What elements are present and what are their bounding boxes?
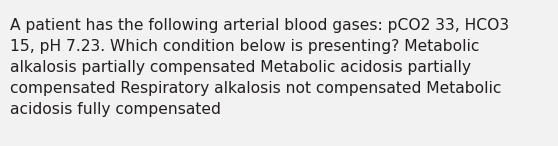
Text: A patient has the following arterial blood gases: pCO2 33, HCO3
15, pH 7.23. Whi: A patient has the following arterial blo… [10, 18, 509, 117]
